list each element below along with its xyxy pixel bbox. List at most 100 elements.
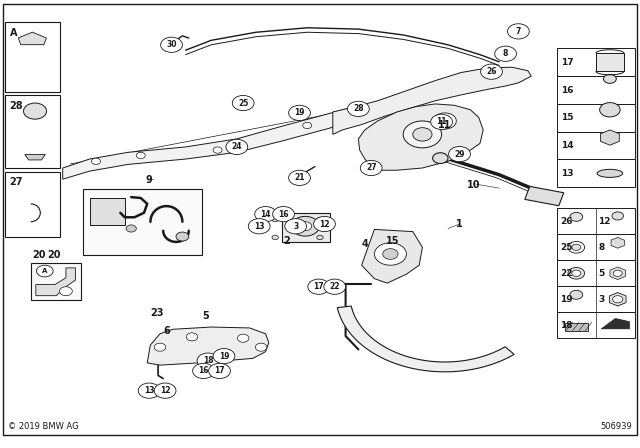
Bar bbox=[557, 234, 635, 260]
Bar bbox=[596, 53, 624, 71]
Circle shape bbox=[572, 244, 581, 250]
Polygon shape bbox=[147, 327, 269, 365]
Text: 15: 15 bbox=[561, 113, 573, 122]
Text: 16: 16 bbox=[561, 86, 573, 95]
Text: 28: 28 bbox=[353, 104, 364, 113]
Bar bbox=[525, 186, 564, 206]
Text: 19: 19 bbox=[294, 108, 305, 117]
Text: 26: 26 bbox=[486, 67, 497, 76]
Text: 3: 3 bbox=[293, 222, 298, 231]
Text: 16: 16 bbox=[278, 210, 289, 219]
Text: 20: 20 bbox=[47, 250, 61, 260]
Circle shape bbox=[291, 216, 319, 236]
Text: 29: 29 bbox=[454, 150, 465, 159]
Text: 3: 3 bbox=[598, 295, 605, 304]
Circle shape bbox=[272, 235, 278, 240]
Text: 13: 13 bbox=[254, 222, 264, 231]
Circle shape bbox=[289, 105, 310, 121]
Circle shape bbox=[176, 232, 189, 241]
Circle shape bbox=[154, 343, 166, 351]
Circle shape bbox=[324, 279, 346, 294]
Bar bbox=[557, 48, 635, 76]
Text: 1: 1 bbox=[456, 219, 463, 229]
Text: 23: 23 bbox=[150, 308, 164, 318]
Circle shape bbox=[481, 64, 502, 79]
Polygon shape bbox=[19, 32, 47, 45]
Bar bbox=[83, 189, 202, 255]
Circle shape bbox=[285, 219, 307, 234]
Circle shape bbox=[209, 363, 230, 379]
Circle shape bbox=[272, 217, 278, 222]
Bar bbox=[5, 172, 60, 237]
Circle shape bbox=[348, 101, 369, 116]
Bar bbox=[557, 312, 635, 338]
Text: 6: 6 bbox=[163, 326, 170, 336]
Text: 17: 17 bbox=[314, 282, 324, 291]
Circle shape bbox=[508, 24, 529, 39]
Text: 20: 20 bbox=[33, 250, 46, 260]
Text: © 2019 BMW AG: © 2019 BMW AG bbox=[8, 422, 78, 431]
Circle shape bbox=[572, 270, 581, 276]
Bar bbox=[90, 198, 125, 225]
Circle shape bbox=[317, 235, 323, 240]
Bar bbox=[557, 104, 635, 132]
Circle shape bbox=[314, 216, 335, 232]
Bar bbox=[564, 323, 588, 331]
Text: 19: 19 bbox=[219, 352, 229, 361]
Circle shape bbox=[613, 270, 622, 276]
Circle shape bbox=[317, 217, 323, 222]
Circle shape bbox=[433, 153, 448, 164]
Circle shape bbox=[383, 249, 398, 259]
Text: 25: 25 bbox=[560, 243, 573, 252]
Text: 22: 22 bbox=[560, 269, 573, 278]
Circle shape bbox=[495, 46, 516, 61]
Circle shape bbox=[161, 37, 182, 52]
Text: 9: 9 bbox=[145, 175, 152, 185]
Circle shape bbox=[612, 296, 623, 303]
Circle shape bbox=[612, 212, 623, 220]
Text: 8: 8 bbox=[503, 49, 508, 58]
Circle shape bbox=[604, 74, 616, 83]
Circle shape bbox=[255, 343, 267, 351]
Text: 11: 11 bbox=[436, 117, 447, 126]
Text: 16: 16 bbox=[198, 366, 209, 375]
Bar bbox=[557, 76, 635, 104]
Text: 27: 27 bbox=[10, 177, 23, 187]
Text: 15: 15 bbox=[385, 236, 399, 246]
Circle shape bbox=[568, 241, 585, 253]
Text: 19: 19 bbox=[560, 295, 573, 304]
Circle shape bbox=[232, 95, 254, 111]
Text: 13: 13 bbox=[561, 169, 573, 178]
Polygon shape bbox=[25, 155, 45, 160]
Circle shape bbox=[403, 121, 442, 148]
Text: 7: 7 bbox=[516, 27, 521, 36]
Bar bbox=[282, 213, 330, 242]
Bar bbox=[557, 208, 635, 234]
Circle shape bbox=[92, 158, 100, 164]
Polygon shape bbox=[362, 229, 422, 283]
Circle shape bbox=[568, 267, 585, 279]
Text: 28: 28 bbox=[10, 101, 23, 111]
Text: 24: 24 bbox=[232, 142, 242, 151]
Text: 4: 4 bbox=[362, 239, 368, 249]
Text: 17: 17 bbox=[214, 366, 225, 375]
Circle shape bbox=[273, 207, 294, 222]
Text: 18: 18 bbox=[560, 321, 573, 330]
Polygon shape bbox=[602, 319, 630, 329]
Text: 13: 13 bbox=[144, 386, 154, 395]
Circle shape bbox=[299, 222, 312, 231]
Text: 8: 8 bbox=[598, 243, 605, 252]
Text: 11: 11 bbox=[438, 121, 452, 130]
Bar bbox=[557, 159, 635, 187]
Circle shape bbox=[213, 147, 222, 153]
Text: 27: 27 bbox=[366, 164, 376, 172]
Text: 10: 10 bbox=[467, 180, 481, 190]
Circle shape bbox=[36, 265, 53, 277]
Circle shape bbox=[308, 279, 330, 294]
Circle shape bbox=[193, 363, 214, 379]
Circle shape bbox=[303, 122, 312, 129]
Circle shape bbox=[449, 146, 470, 162]
Circle shape bbox=[570, 212, 582, 221]
Text: 21: 21 bbox=[294, 173, 305, 182]
Polygon shape bbox=[358, 104, 483, 170]
